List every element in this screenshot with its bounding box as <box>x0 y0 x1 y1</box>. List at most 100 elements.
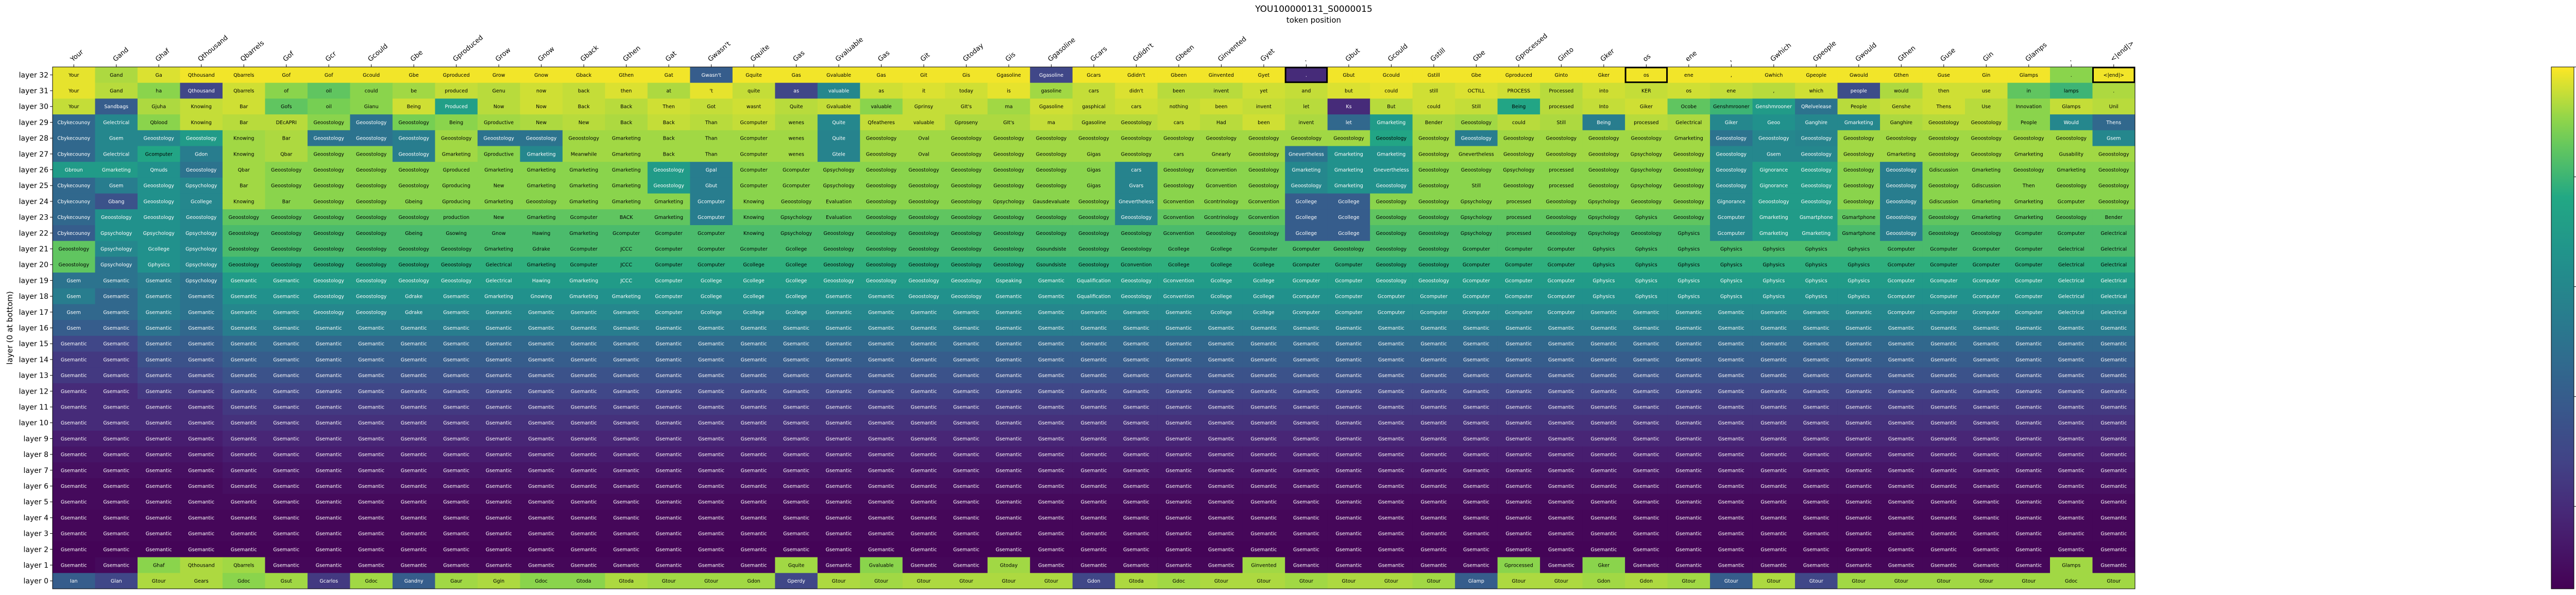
heatmap-cell <box>1880 257 1923 273</box>
heatmap-cell <box>137 114 180 131</box>
heatmap-cell <box>1072 304 1115 320</box>
cell-label: Gsemantic <box>698 515 724 521</box>
cell-label: Gpsychology <box>823 167 855 173</box>
cell-label: Gsemantic <box>1760 531 1787 537</box>
cell-label: Geoostology <box>1758 199 1789 205</box>
cell-label: Gcollege <box>1296 199 1317 205</box>
x-tick-label: Gthen <box>622 44 642 63</box>
cell-label: Gpeople <box>1806 73 1827 78</box>
cell-label: Gsemantic <box>443 342 469 347</box>
cell-label: Gsemantic <box>1590 342 1617 347</box>
cell-label: Gproducing <box>442 199 470 205</box>
cell-label: Gsemantic <box>783 468 809 473</box>
cell-label: New <box>579 120 589 126</box>
cell-label: Gsemantic <box>656 563 682 568</box>
heatmap-cell <box>392 177 435 194</box>
cell-label: Gsemantic <box>1251 515 1277 521</box>
heatmap-cell <box>562 209 605 226</box>
cell-label: Geoostology <box>1121 120 1152 126</box>
cell-label: Ggasoline <box>1039 73 1063 78</box>
cell-label: Gsemantic <box>868 326 894 331</box>
cell-label: Gsut <box>281 579 292 584</box>
cell-label: Ginvented <box>1209 73 1234 78</box>
cell-label: Geoostology <box>1248 231 1279 236</box>
cell-label: Gsemantic <box>1166 484 1192 489</box>
cell-label: Geoostology <box>1078 247 1109 252</box>
cell-label: Gsemantic <box>2100 547 2127 553</box>
cell-label: Geoostology <box>1801 199 1832 205</box>
cell-label: Geoostology <box>1801 151 1832 157</box>
heatmap-cell <box>180 177 223 194</box>
heatmap-cell <box>1115 177 1158 194</box>
heatmap-cell <box>1327 114 1370 131</box>
heatmap-cell <box>902 82 945 99</box>
heatmap-cell <box>987 209 1030 226</box>
cell-label: Gsemantic <box>188 389 214 395</box>
cell-label: Gsemantic <box>1548 452 1574 458</box>
cell-label: Gsemantic <box>1420 547 1447 553</box>
cell-label: Geoostology <box>271 262 302 268</box>
cell-label: Geoostology <box>1673 215 1704 220</box>
cell-label: could <box>1427 104 1440 110</box>
cell-label: Geoostology <box>1418 136 1449 142</box>
cell-label: didn't <box>1129 89 1143 94</box>
heatmap-cell <box>1582 146 1625 162</box>
heatmap-cell <box>1200 288 1243 304</box>
heatmap-cell <box>1030 209 1073 226</box>
cell-label: Gsemantic <box>1888 531 1914 537</box>
cell-label: Gsemantic <box>571 404 597 410</box>
cell-label: Gcomputer <box>1718 215 1745 220</box>
cell-label: Gsemantic <box>1548 389 1574 395</box>
cell-label: Gsemantic <box>996 373 1022 379</box>
cell-label: Gmarketing <box>569 199 598 205</box>
cell-label: Gsemantic <box>358 484 384 489</box>
cell-label: But <box>1387 104 1396 110</box>
cell-label: Gsemantic <box>1038 547 1064 553</box>
cell-label: Gsemantic <box>401 326 427 331</box>
heatmap-cell <box>1327 98 1370 115</box>
cell-label: Gpsychology <box>1631 167 1663 173</box>
x-tick-label: Gwasn't <box>707 40 733 63</box>
cell-label: Gsemantic <box>996 342 1022 347</box>
cell-label: Gbe <box>1471 73 1481 78</box>
heatmap-cell <box>1455 67 1498 83</box>
cell-label: Geoostology <box>1971 120 2002 126</box>
cell-label: Gcomputer <box>1973 310 2000 315</box>
heatmap-cell <box>1667 130 1710 146</box>
heatmap-cell <box>1625 257 1668 273</box>
cell-label: Gsemantic <box>1251 373 1277 379</box>
cell-label: Gcomputer <box>1293 247 1320 252</box>
heatmap-cell <box>520 288 563 304</box>
cell-label: Gsemantic <box>1081 404 1107 410</box>
heatmap-cell <box>1795 67 1838 83</box>
cell-label: Gsemantic <box>1888 326 1914 331</box>
cell-label: Gtour <box>1937 579 1951 584</box>
cell-label: Gmarketing <box>1334 151 1363 157</box>
cell-label: processed <box>1506 231 1531 236</box>
cell-label: Gsemantic <box>1336 452 1362 458</box>
heatmap-cell <box>1242 67 1285 83</box>
cell-label: Gdoc <box>365 579 377 584</box>
heatmap-cell <box>860 225 903 242</box>
cell-label: Gtour <box>1214 579 1228 584</box>
cell-label: Gsemantic <box>358 468 384 473</box>
cell-label: Gsemantic <box>103 373 129 379</box>
heatmap-cell <box>987 177 1030 194</box>
heatmap-cell <box>1710 257 1753 273</box>
heatmap-cell <box>53 288 95 304</box>
heatmap-cell <box>1795 162 1838 178</box>
cell-label: Gcomputer <box>1973 247 2000 252</box>
heatmap-cell <box>605 320 648 336</box>
cell-label: Gsemantic <box>996 547 1022 553</box>
x-tick-label: Gis <box>1004 50 1017 63</box>
heatmap-cell <box>392 193 435 210</box>
cell-label: Gdidn't <box>1127 73 1145 78</box>
heatmap-cell <box>1582 67 1625 83</box>
cell-label: Gsemantic <box>1633 436 1659 442</box>
y-tick-label: layer 11 <box>19 403 48 412</box>
cell-label: Gproductive <box>484 151 514 157</box>
heatmap-cell <box>137 82 180 99</box>
cell-label: Gsemantic <box>698 468 724 473</box>
cell-label: Gsemantic <box>1166 373 1192 379</box>
heatmap-cell <box>1880 304 1923 320</box>
